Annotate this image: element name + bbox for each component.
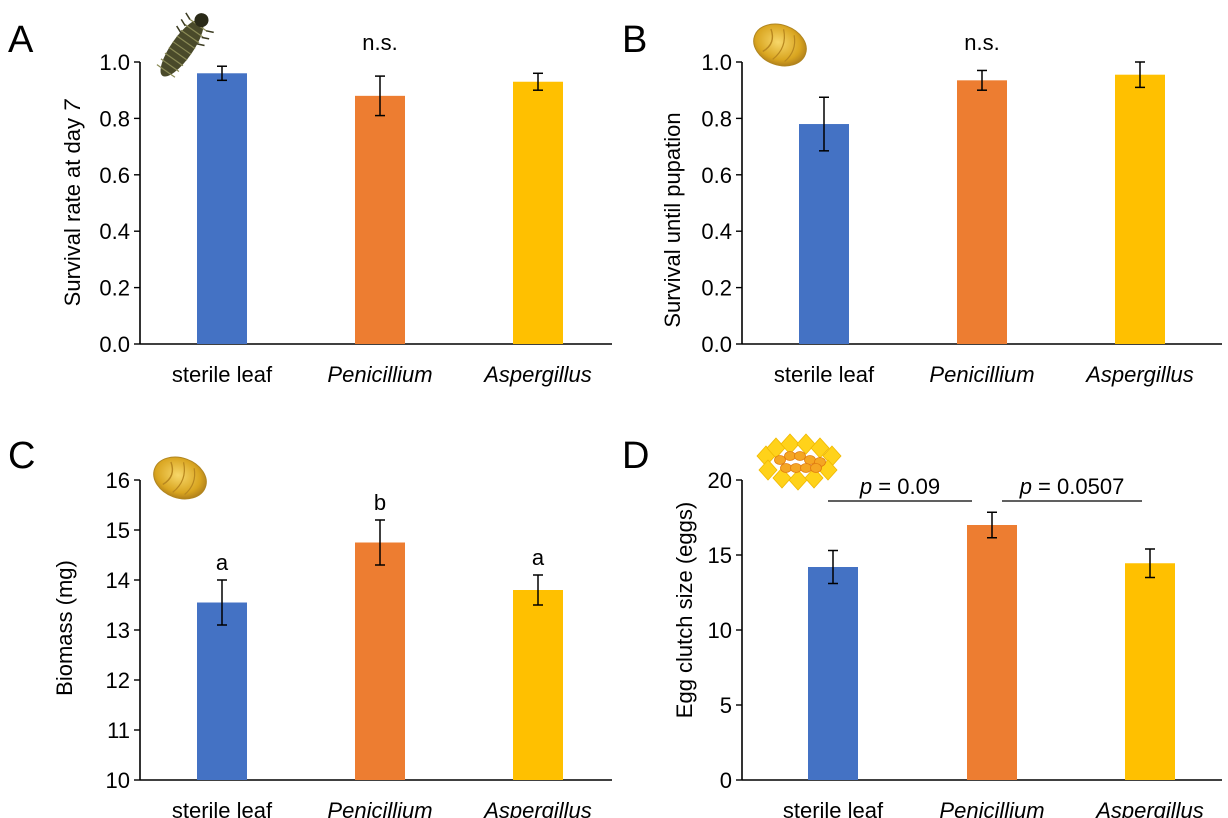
bar xyxy=(808,567,858,780)
panel-letter: C xyxy=(8,435,35,477)
pupa-icon xyxy=(753,23,807,67)
x-tick-label: sterile leaf xyxy=(172,362,273,387)
panel-letter: D xyxy=(622,435,649,477)
y-tick-label: 12 xyxy=(106,668,130,693)
bar xyxy=(513,590,563,780)
x-tick-label: Penicillium xyxy=(327,362,432,387)
y-tick-label: 0.0 xyxy=(99,332,130,357)
bar xyxy=(967,525,1017,780)
y-tick-label: 0 xyxy=(720,768,732,793)
x-tick-label: Aspergillus xyxy=(482,798,592,818)
p-value-label: p = 0.09 xyxy=(859,474,940,499)
panel-letter: B xyxy=(622,19,647,61)
x-tick-label: Penicillium xyxy=(929,362,1034,387)
y-tick-label: 0.4 xyxy=(701,219,732,244)
bar xyxy=(355,95,405,344)
egg-clutch-icon xyxy=(756,433,842,491)
x-tick-label: sterile leaf xyxy=(783,798,884,818)
y-tick-label: 15 xyxy=(708,543,732,568)
panel-letter: A xyxy=(8,19,34,61)
y-tick-label: 15 xyxy=(106,518,130,543)
x-tick-label: Aspergillus xyxy=(482,362,592,387)
y-tick-label: 14 xyxy=(106,568,130,593)
panel-b: B 0.0 0.2 0.4 0.6 0.8 1.0 Survival until pupati… xyxy=(622,19,1222,387)
y-axis-label: Biomass (mg) xyxy=(52,560,77,696)
y-tick-label: 16 xyxy=(106,468,130,493)
y-axis-label: Survival rate at day 7 xyxy=(60,99,85,306)
y-tick-label: 11 xyxy=(107,718,130,743)
annotation: n.s. xyxy=(362,30,397,55)
bar-label: a xyxy=(532,545,545,570)
y-tick-label: 1.0 xyxy=(701,50,732,75)
annotation: n.s. xyxy=(964,30,999,55)
bar xyxy=(355,542,405,780)
y-tick-label: 13 xyxy=(106,618,130,643)
bar xyxy=(957,80,1007,344)
y-axis-label: Survival until pupation xyxy=(660,112,685,327)
bar xyxy=(197,602,247,780)
x-tick-label: Penicillium xyxy=(939,798,1044,818)
x-tick-label: sterile leaf xyxy=(774,362,875,387)
y-tick-label: 1.0 xyxy=(99,50,130,75)
y-tick-label: 0.8 xyxy=(99,106,130,131)
y-tick-label: 0.2 xyxy=(701,276,732,301)
y-tick-label: 0.6 xyxy=(701,163,732,188)
y-tick-label: 0.6 xyxy=(99,163,130,188)
panel-c: C 10 11 12 13 14 15 16 Biomass (mg) sterile leaf a… xyxy=(8,435,612,818)
y-tick-label: 0.8 xyxy=(701,106,732,131)
bar-label: b xyxy=(374,490,386,515)
y-tick-label: 20 xyxy=(708,468,732,493)
pupa-icon xyxy=(153,456,207,500)
bar xyxy=(197,73,247,344)
bar xyxy=(1115,74,1165,344)
panel-d: D 0 5 10 15 20 Egg clutch size (eggs) sterile l… xyxy=(622,433,1222,818)
x-tick-label: Aspergillus xyxy=(1084,362,1194,387)
beetle-larva-icon xyxy=(156,12,214,78)
bar-label: a xyxy=(216,550,229,575)
y-tick-label: 10 xyxy=(106,768,130,793)
x-tick-label: Aspergillus xyxy=(1094,798,1204,818)
y-axis-label: Egg clutch size (eggs) xyxy=(672,502,697,718)
y-tick-label: 0.0 xyxy=(701,332,732,357)
y-tick-label: 0.4 xyxy=(99,219,130,244)
y-tick-label: 10 xyxy=(708,618,732,643)
y-tick-label: 0.2 xyxy=(99,276,130,301)
y-tick-label: 5 xyxy=(720,693,732,718)
p-value-label: p = 0.0507 xyxy=(1019,474,1125,499)
x-tick-label: Penicillium xyxy=(327,798,432,818)
bar xyxy=(1125,563,1175,780)
panel-a: A 0.0 0.2 0.4 0.6 0.8 1.0 Survival rate at day … xyxy=(8,12,612,387)
bar xyxy=(799,124,849,344)
x-tick-label: sterile leaf xyxy=(172,798,273,818)
bar xyxy=(513,81,563,345)
